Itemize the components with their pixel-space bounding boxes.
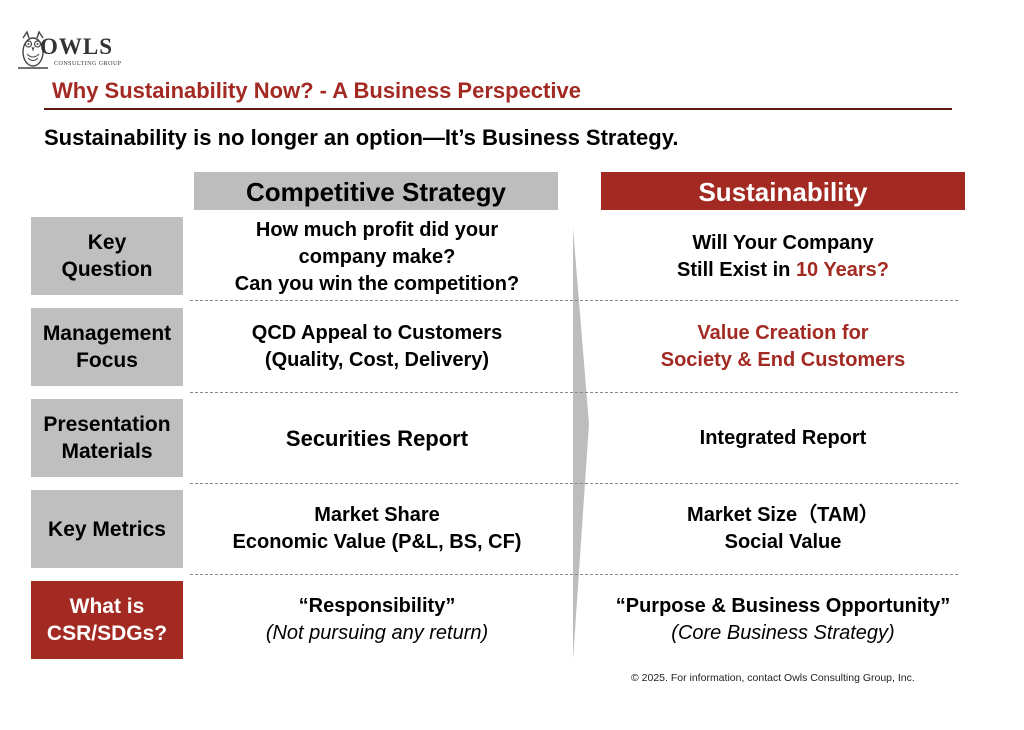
- cell-line: company make?: [298, 245, 456, 268]
- brand-subtitle: CONSULTING GROUP: [54, 61, 122, 67]
- copyright-footer: © 2025. For information, contact Owls Co…: [631, 672, 915, 684]
- cell-line: Will Your Company: [692, 232, 874, 254]
- cell-presentation-materials-sustainability: Integrated Report: [590, 399, 976, 477]
- row-divider: [190, 483, 958, 484]
- cell-line: Securities Report: [285, 425, 469, 451]
- brand-name: OWLS: [40, 34, 114, 59]
- row-label-line: Presentation: [43, 413, 171, 436]
- row-divider: [190, 392, 958, 393]
- cell-line-mixed: Still Exist in 10 Years?: [677, 257, 889, 284]
- row-label-line: Materials: [61, 440, 153, 463]
- cell-line: Economic Value (P&L, BS, CF): [232, 531, 522, 553]
- row-divider: [190, 300, 958, 301]
- cell-line: “Purpose & Business Opportunity”: [615, 595, 951, 617]
- cell-line: Market Size（TAM）: [687, 504, 879, 526]
- row-label-line: Key: [87, 231, 127, 254]
- row-label-line: Question: [61, 258, 153, 281]
- cell-line: Integrated Report: [699, 426, 867, 449]
- row-label-key-metrics: Key Metrics: [31, 490, 183, 568]
- cell-presentation-materials-competitive: Securities Report: [190, 399, 564, 477]
- row-label-presentation-materials: Presentation Materials: [31, 399, 183, 477]
- row-label-csr-sdgs: What is CSR/SDGs?: [31, 581, 183, 659]
- slide-title: Why Sustainability Now? - A Business Per…: [52, 78, 581, 103]
- cell-csr-sdgs-sustainability: “Purpose & Business Opportunity” (Core B…: [590, 581, 976, 659]
- cell-line-italic: (Not pursuing any return): [265, 622, 489, 644]
- cell-line: Market Share: [314, 504, 440, 526]
- slide-subtitle: Sustainability is no longer an option—It…: [44, 125, 679, 150]
- cell-line: “Responsibility”: [298, 595, 456, 617]
- cell-line-italic: (Core Business Strategy): [671, 622, 895, 644]
- cell-line: How much profit did your: [255, 218, 499, 241]
- cell-line: Society & End Customers: [660, 349, 906, 371]
- title-divider: [44, 108, 952, 110]
- cell-key-metrics-competitive: Market Share Economic Value (P&L, BS, CF…: [190, 490, 564, 568]
- cell-management-focus-sustainability: Value Creation for Society & End Custome…: [590, 308, 976, 386]
- highlight-text: 10 Years?: [795, 259, 889, 281]
- cell-key-question-sustainability: Will Your Company Still Exist in 10 Year…: [590, 215, 976, 299]
- owl-icon: [18, 30, 48, 69]
- row-label-management-focus: Management Focus: [31, 308, 183, 386]
- cell-key-question-competitive: How much profit did your company make? C…: [190, 215, 564, 299]
- cell-csr-sdgs-competitive: “Responsibility” (Not pursuing any retur…: [190, 581, 564, 659]
- cell-key-metrics-sustainability: Market Size（TAM） Social Value: [590, 490, 976, 568]
- row-label-line: What is: [69, 595, 145, 618]
- cell-management-focus-competitive: QCD Appeal to Customers (Quality, Cost, …: [190, 308, 564, 386]
- row-label-line: Management: [42, 322, 172, 345]
- row-divider: [190, 574, 958, 575]
- cell-line: Can you win the competition?: [234, 272, 520, 295]
- row-label-line: Focus: [76, 349, 138, 372]
- company-logo: [16, 30, 146, 74]
- column-header-competitive-strategy: Competitive Strategy: [194, 172, 558, 210]
- row-label-line: CSR/SDGs?: [46, 622, 168, 645]
- cell-line: Value Creation for: [697, 322, 869, 344]
- cell-text: Still Exist in: [677, 259, 796, 281]
- cell-line: QCD Appeal to Customers: [251, 322, 503, 344]
- column-header-sustainability: Sustainability: [601, 172, 965, 210]
- right-arrow-icon: [573, 228, 589, 660]
- row-label-line: Key Metrics: [48, 517, 166, 541]
- cell-line: (Quality, Cost, Delivery): [264, 349, 490, 371]
- cell-line: Social Value: [724, 531, 842, 553]
- row-label-key-question: Key Question: [31, 217, 183, 295]
